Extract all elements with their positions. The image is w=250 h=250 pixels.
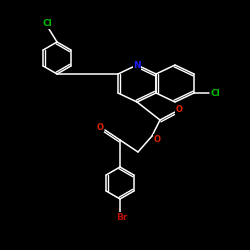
Text: O: O [176, 106, 182, 114]
Text: Cl: Cl [210, 88, 220, 98]
Text: O: O [96, 122, 103, 132]
Text: O: O [154, 134, 160, 143]
Text: Br: Br [116, 212, 128, 222]
Text: Cl: Cl [42, 20, 52, 28]
Text: N: N [133, 60, 141, 70]
